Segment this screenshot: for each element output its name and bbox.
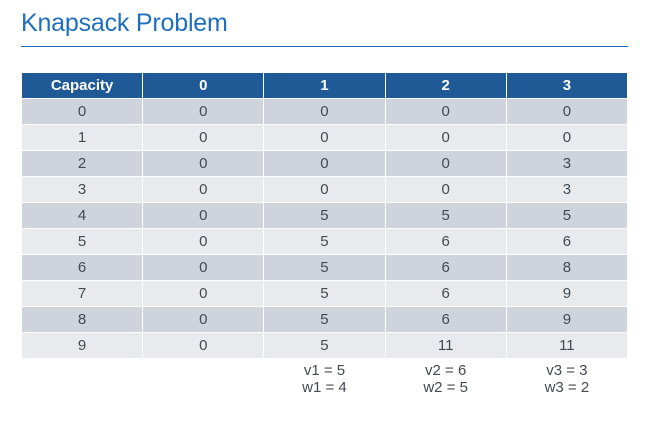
table-cell: 5 xyxy=(264,203,385,228)
table-cell: 6 xyxy=(385,229,506,254)
table-cell: 6 xyxy=(385,307,506,332)
table-cell: 6 xyxy=(506,229,627,254)
table-cell: 0 xyxy=(143,281,264,306)
item-2-weight: w2 = 5 xyxy=(423,379,468,396)
table-cell: 8 xyxy=(22,307,143,332)
item-1-weight: w1 = 4 xyxy=(302,379,347,396)
header-item-2: 2 xyxy=(385,73,506,98)
table-cell: 0 xyxy=(143,177,264,202)
table-cell: 0 xyxy=(264,125,385,150)
table-cell: 0 xyxy=(264,177,385,202)
table-cell: 0 xyxy=(385,177,506,202)
header-row: Capacity 0 1 2 3 xyxy=(22,73,627,98)
table-cell: 6 xyxy=(22,255,143,280)
item-1-definition: v1 = 5 w1 = 4 xyxy=(264,359,385,406)
item-definitions-row: v1 = 5 w1 = 4 v2 = 6 w2 = 5 v3 = 3 w3 = … xyxy=(22,359,627,406)
knapsack-table: Capacity 0 1 2 3 0 0 0 0 0 1 0 0 0 0 2 0… xyxy=(21,72,628,407)
table-cell: 2 xyxy=(22,151,143,176)
table-cell: 0 xyxy=(506,99,627,124)
table-row: 1 0 0 0 0 xyxy=(22,125,627,150)
header-item-0: 0 xyxy=(143,73,264,98)
table-cell: 1 xyxy=(22,125,143,150)
table-row: 0 0 0 0 0 xyxy=(22,99,627,124)
table-row: 7 0 5 6 9 xyxy=(22,281,627,306)
table-row: 5 0 5 6 6 xyxy=(22,229,627,254)
table-cell: 9 xyxy=(506,281,627,306)
table-cell: 7 xyxy=(22,281,143,306)
table-cell: 11 xyxy=(385,333,506,358)
table-cell: 0 xyxy=(143,333,264,358)
table-cell: 9 xyxy=(22,333,143,358)
item-3-definition: v3 = 3 w3 = 2 xyxy=(506,359,627,406)
table-cell: 5 xyxy=(506,203,627,228)
table-cell: 5 xyxy=(264,255,385,280)
table-cell: 5 xyxy=(264,281,385,306)
table-cell: 0 xyxy=(143,99,264,124)
table-cell: 0 xyxy=(264,151,385,176)
table-row: 4 0 5 5 5 xyxy=(22,203,627,228)
table-cell: 3 xyxy=(22,177,143,202)
table-row: 6 0 5 6 8 xyxy=(22,255,627,280)
table-cell: 9 xyxy=(506,307,627,332)
page-title: Knapsack Problem xyxy=(21,9,228,37)
table-cell: 0 xyxy=(385,99,506,124)
item-3-weight: w3 = 2 xyxy=(544,379,590,396)
table-cell: 6 xyxy=(385,281,506,306)
table-cell: 3 xyxy=(506,151,627,176)
table-row: 2 0 0 0 3 xyxy=(22,151,627,176)
item-2-definition: v2 = 6 w2 = 5 xyxy=(385,359,506,406)
table-cell: 3 xyxy=(506,177,627,202)
table-cell: 0 xyxy=(385,125,506,150)
item-2-value: v2 = 6 xyxy=(425,362,467,379)
table-cell: 0 xyxy=(143,255,264,280)
title-divider xyxy=(21,46,628,47)
table-cell: 0 xyxy=(143,229,264,254)
item-1-value: v1 = 5 xyxy=(303,362,346,379)
table-cell: 4 xyxy=(22,203,143,228)
table-cell: 6 xyxy=(385,255,506,280)
table-cell: 5 xyxy=(385,203,506,228)
table-row: 3 0 0 0 3 xyxy=(22,177,627,202)
item-3-value: v3 = 3 xyxy=(546,362,588,379)
table-cell: 0 xyxy=(143,125,264,150)
empty-cell xyxy=(22,359,143,406)
table-cell: 5 xyxy=(22,229,143,254)
table-cell: 0 xyxy=(264,99,385,124)
header-item-1: 1 xyxy=(264,73,385,98)
table-cell: 5 xyxy=(264,229,385,254)
header-item-3: 3 xyxy=(506,73,627,98)
table-cell: 0 xyxy=(506,125,627,150)
table-cell: 0 xyxy=(385,151,506,176)
table-cell: 5 xyxy=(264,307,385,332)
table-cell: 5 xyxy=(264,333,385,358)
table-row: 8 0 5 6 9 xyxy=(22,307,627,332)
table-cell: 0 xyxy=(143,307,264,332)
table-cell: 8 xyxy=(506,255,627,280)
table-row: 9 0 5 11 11 xyxy=(22,333,627,358)
header-capacity: Capacity xyxy=(22,73,143,98)
table-cell: 0 xyxy=(143,203,264,228)
table-cell: 0 xyxy=(22,99,143,124)
table-cell: 11 xyxy=(506,333,627,358)
table-cell: 0 xyxy=(143,151,264,176)
empty-cell xyxy=(143,359,264,406)
